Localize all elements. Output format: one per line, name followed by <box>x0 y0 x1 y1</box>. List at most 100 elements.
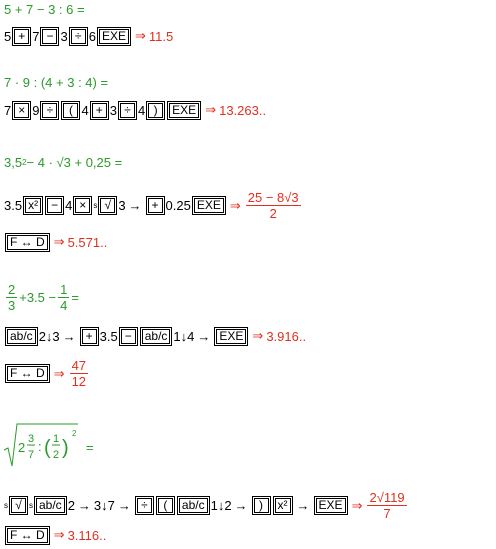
fd-toggle-key[interactable]: F ↔ D <box>5 364 50 383</box>
fraction-key[interactable]: ab/c <box>139 326 173 346</box>
down-arrow-icon: ↓ <box>180 328 188 344</box>
exe-key[interactable]: EXE <box>167 100 202 120</box>
right-arrow-icon: → <box>128 198 142 213</box>
exe-key[interactable]: EXE <box>96 26 131 46</box>
digit: 3 <box>60 28 68 44</box>
right-arrow-icon: → <box>77 498 91 513</box>
digit: 3 <box>93 498 102 513</box>
open-paren-key[interactable]: ( <box>155 496 175 515</box>
fd-toggle-key[interactable]: F ↔ D <box>5 232 50 252</box>
sqrt-key[interactable]: √ <box>9 496 28 515</box>
close-paren-key[interactable]: ) <box>146 100 166 120</box>
ex5-keys: s √ s ab/c 2 → 3 ↓ 7 → ÷ ( ab/c 1 ↓ 2 → … <box>4 490 409 521</box>
open-paren-key[interactable]: ( <box>61 100 81 120</box>
multiply-key[interactable]: × <box>12 100 32 120</box>
digit: 0.25 <box>165 198 191 213</box>
denominator: 4 <box>60 298 68 313</box>
digit: 7 <box>32 28 40 44</box>
ex3-keys: 3.5 x² − 4 × s √ 3 → + 0.25 EXE ⇒ 25 − 8… <box>4 190 303 221</box>
digit: 3.5 <box>4 198 23 213</box>
square-key[interactable]: x² <box>272 496 293 515</box>
implies-arrow: ⇒ <box>252 328 264 343</box>
svg-text:=: = <box>86 440 94 455</box>
shift-indicator: s <box>4 501 8 510</box>
svg-text:2: 2 <box>53 449 59 461</box>
svg-text::: : <box>38 439 42 454</box>
implies-arrow: ⇒ <box>205 102 217 117</box>
divide-key[interactable]: ÷ <box>40 100 60 120</box>
digit: 2 <box>67 498 75 513</box>
fraction-key[interactable]: ab/c <box>176 496 210 515</box>
expr-part: − 4 · √3 + 0,25 = <box>26 155 123 170</box>
ex5-expression: 2 3 7 : ( 1 2 ) 2 = <box>3 423 94 467</box>
fraction-key[interactable]: ab/c <box>5 326 38 346</box>
numerator: 25 − 8√3 <box>245 190 301 206</box>
shift-indicator: s <box>93 201 98 210</box>
svg-text:2: 2 <box>18 440 25 455</box>
ex3-result-fraction: 25 − 8√3 2 <box>245 190 301 221</box>
minus-key[interactable]: − <box>118 326 138 346</box>
digit: 2 <box>38 328 46 344</box>
implies-arrow: ⇒ <box>53 365 65 381</box>
divide-key[interactable]: ÷ <box>68 26 88 46</box>
multiply-key[interactable]: × <box>73 196 93 215</box>
svg-text:): ) <box>62 437 69 459</box>
fd-toggle-key[interactable]: F ↔ D <box>5 525 50 545</box>
implies-arrow: ⇒ <box>351 497 363 513</box>
expr-part: +3.5 − <box>19 290 57 305</box>
digit: 1 <box>173 328 181 344</box>
ex4-expression: 2 3 +3.5 − 1 4 = <box>4 282 79 313</box>
digit: 7 <box>107 498 115 513</box>
numerator: 1 <box>58 282 70 298</box>
ex4-toggle-row: F ↔ D ⇒ 47 12 <box>4 358 90 389</box>
fraction-key[interactable]: ab/c <box>34 496 67 515</box>
digit: 6 <box>88 28 96 44</box>
ex4-toggle-fraction: 47 12 <box>69 358 89 389</box>
digit: 4 <box>187 328 195 344</box>
right-arrow-icon: → <box>296 498 310 513</box>
denominator: 7 <box>383 506 391 521</box>
svg-text:(: ( <box>44 437 51 459</box>
ex3-toggle-result: 5.571.. <box>67 234 108 250</box>
close-paren-key[interactable]: ) <box>251 496 271 515</box>
down-arrow-icon: ↓ <box>45 328 53 344</box>
svg-text:7: 7 <box>28 449 34 461</box>
digit: 4 <box>65 198 73 213</box>
right-arrow-icon: → <box>197 328 211 344</box>
ex1-result: 11.5 <box>148 28 174 44</box>
exe-key[interactable]: EXE <box>313 496 348 515</box>
plus-key[interactable]: + <box>12 26 32 46</box>
ex2-expression: 7 · 9 : (4 + 3 : 4) = <box>4 75 109 90</box>
ex4-result: 3.916.. <box>266 328 307 344</box>
minus-key[interactable]: − <box>45 196 65 215</box>
divide-key[interactable]: ÷ <box>117 100 137 120</box>
ex3-toggle-row: F ↔ D ⇒ 5.571.. <box>4 232 108 252</box>
frac-2: 1 4 <box>58 282 70 313</box>
exe-key[interactable]: EXE <box>191 196 226 215</box>
plus-key[interactable]: + <box>145 196 165 215</box>
implies-arrow: ⇒ <box>53 527 65 542</box>
divide-key[interactable]: ÷ <box>134 496 154 515</box>
plus-key[interactable]: + <box>79 326 99 346</box>
right-arrow-icon: → <box>62 328 76 344</box>
implies-arrow: ⇒ <box>134 28 146 43</box>
right-arrow-icon: → <box>117 498 131 513</box>
svg-text:1: 1 <box>53 433 59 445</box>
minus-key[interactable]: − <box>40 26 60 46</box>
ex4-keys: ab/c 2 ↓ 3 → + 3.5 − ab/c 1 ↓ 4 → EXE ⇒ … <box>4 326 307 346</box>
square-key[interactable]: x² <box>23 196 44 215</box>
down-arrow-icon: ↓ <box>217 498 225 513</box>
digit: 3.5 <box>99 328 118 344</box>
digit: 4 <box>137 102 146 118</box>
numerator: 2 <box>6 282 18 298</box>
down-arrow-icon: ↓ <box>101 498 108 513</box>
svg-text:3: 3 <box>28 433 34 445</box>
ex1-keys: 5 + 7 − 3 ÷ 6 EXE ⇒ 11.5 <box>4 26 174 46</box>
expr-part: 3,5 <box>4 155 23 170</box>
exe-key[interactable]: EXE <box>214 326 249 346</box>
plus-key[interactable]: + <box>89 100 109 120</box>
sqrt-key[interactable]: √ <box>98 196 118 215</box>
implies-arrow: ⇒ <box>229 197 241 213</box>
svg-text:2: 2 <box>72 429 77 438</box>
digit: 2 <box>224 498 232 513</box>
